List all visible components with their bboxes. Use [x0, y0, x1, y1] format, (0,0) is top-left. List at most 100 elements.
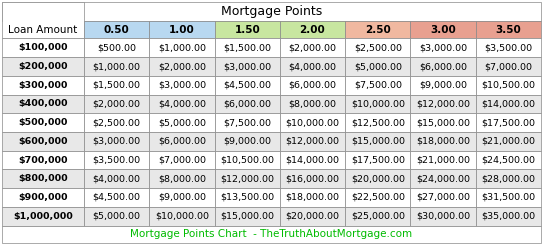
Bar — [411, 76, 476, 95]
Text: $2,000.00: $2,000.00 — [93, 99, 141, 109]
Bar — [280, 38, 345, 57]
Text: $2,000.00: $2,000.00 — [158, 62, 206, 71]
Bar — [2, 132, 84, 151]
Bar — [280, 188, 345, 207]
Bar — [214, 169, 280, 188]
Text: $8,000.00: $8,000.00 — [288, 99, 337, 109]
Bar — [476, 151, 541, 169]
Bar — [149, 132, 214, 151]
Text: $15,000.00: $15,000.00 — [416, 118, 470, 127]
Text: $200,000: $200,000 — [18, 62, 68, 71]
Text: $7,000.00: $7,000.00 — [158, 156, 206, 165]
Text: $16,000.00: $16,000.00 — [286, 174, 339, 183]
Text: $1,000.00: $1,000.00 — [93, 62, 141, 71]
Text: $9,000.00: $9,000.00 — [158, 193, 206, 202]
Bar — [214, 113, 280, 132]
Text: $4,000.00: $4,000.00 — [288, 62, 337, 71]
Text: $17,500.00: $17,500.00 — [481, 118, 535, 127]
Bar — [411, 113, 476, 132]
Text: $3,000.00: $3,000.00 — [419, 43, 467, 52]
Bar — [2, 207, 84, 225]
Bar — [280, 151, 345, 169]
Bar — [280, 207, 345, 225]
Text: 3.00: 3.00 — [430, 25, 456, 35]
Bar — [411, 57, 476, 76]
Text: 1.50: 1.50 — [235, 25, 260, 35]
Text: Loan Amount: Loan Amount — [8, 25, 78, 35]
Bar — [411, 95, 476, 113]
Text: $12,500.00: $12,500.00 — [351, 118, 405, 127]
Bar — [84, 188, 149, 207]
Bar — [84, 169, 149, 188]
Bar — [2, 169, 84, 188]
Bar — [345, 151, 411, 169]
Bar — [280, 169, 345, 188]
Bar — [84, 21, 149, 38]
Text: $18,000.00: $18,000.00 — [286, 193, 339, 202]
Bar — [149, 21, 214, 38]
Bar — [149, 207, 214, 225]
Bar — [2, 76, 84, 95]
Text: $24,500.00: $24,500.00 — [481, 156, 535, 165]
Text: $4,000.00: $4,000.00 — [93, 174, 141, 183]
Bar — [214, 21, 280, 38]
Bar — [345, 169, 411, 188]
Text: $14,000.00: $14,000.00 — [481, 99, 535, 109]
Bar — [84, 76, 149, 95]
Text: $500,000: $500,000 — [18, 118, 68, 127]
Bar — [214, 57, 280, 76]
Text: $3,000.00: $3,000.00 — [92, 137, 141, 146]
Text: 0.50: 0.50 — [104, 25, 130, 35]
Bar — [84, 113, 149, 132]
Bar — [149, 188, 214, 207]
Bar — [411, 207, 476, 225]
Text: $600,000: $600,000 — [18, 137, 68, 146]
Text: $15,000.00: $15,000.00 — [351, 137, 405, 146]
Bar — [84, 151, 149, 169]
Text: Mortgage Points Chart  - TheTruthAboutMortgage.com: Mortgage Points Chart - TheTruthAboutMor… — [130, 229, 413, 239]
Bar — [476, 132, 541, 151]
Text: $4,000.00: $4,000.00 — [158, 99, 206, 109]
Text: $24,000.00: $24,000.00 — [416, 174, 470, 183]
Text: Mortgage Points: Mortgage Points — [221, 5, 322, 18]
Text: $20,000.00: $20,000.00 — [351, 174, 405, 183]
Bar — [149, 95, 214, 113]
Bar — [476, 21, 541, 38]
Bar — [476, 95, 541, 113]
Text: $900,000: $900,000 — [18, 193, 68, 202]
Text: $13,500.00: $13,500.00 — [220, 193, 274, 202]
Bar — [476, 76, 541, 95]
Text: $10,000.00: $10,000.00 — [155, 212, 209, 221]
Text: $5,000.00: $5,000.00 — [93, 212, 141, 221]
Bar — [345, 38, 411, 57]
Text: $3,000.00: $3,000.00 — [158, 81, 206, 90]
Bar — [149, 151, 214, 169]
Text: $2,000.00: $2,000.00 — [288, 43, 337, 52]
Bar — [149, 38, 214, 57]
Text: $1,000,000: $1,000,000 — [13, 212, 73, 221]
Bar — [411, 38, 476, 57]
Bar — [84, 57, 149, 76]
Text: $6,000.00: $6,000.00 — [223, 99, 271, 109]
Bar — [280, 132, 345, 151]
Bar — [2, 57, 84, 76]
Text: $3,500.00: $3,500.00 — [484, 43, 533, 52]
Text: $6,000.00: $6,000.00 — [158, 137, 206, 146]
Text: $10,500.00: $10,500.00 — [481, 81, 535, 90]
Bar — [84, 95, 149, 113]
Text: 2.00: 2.00 — [300, 25, 325, 35]
Text: $100,000: $100,000 — [18, 43, 68, 52]
Bar — [476, 38, 541, 57]
Bar — [345, 188, 411, 207]
Bar — [411, 169, 476, 188]
Bar — [476, 207, 541, 225]
Bar — [214, 95, 280, 113]
Text: $6,000.00: $6,000.00 — [288, 81, 337, 90]
Bar — [345, 76, 411, 95]
Bar — [2, 2, 541, 21]
Text: 3.50: 3.50 — [495, 25, 521, 35]
Text: $12,000.00: $12,000.00 — [416, 99, 470, 109]
Bar — [149, 169, 214, 188]
Text: $2,500.00: $2,500.00 — [354, 43, 402, 52]
Bar — [280, 95, 345, 113]
